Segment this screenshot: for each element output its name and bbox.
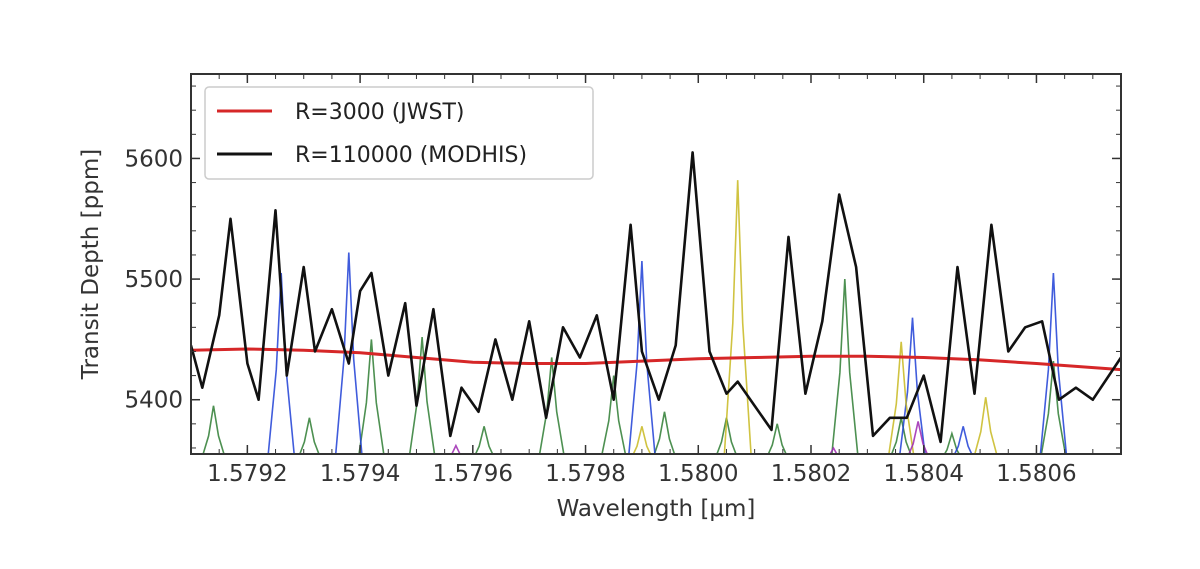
series-line-modhis bbox=[191, 151, 1121, 444]
background-line-peak bbox=[298, 417, 320, 454]
background-line-peak bbox=[538, 357, 565, 454]
background-line-peak bbox=[628, 260, 656, 454]
y-axis: 5400 5500 5600 bbox=[124, 85, 1121, 449]
background-line-peak bbox=[408, 336, 436, 454]
background-line-peak bbox=[767, 423, 787, 454]
background-line-peak bbox=[601, 375, 627, 454]
x-tick-label: 1.5792 bbox=[207, 461, 287, 487]
x-tick-label: 1.5798 bbox=[545, 461, 625, 487]
background-line-peak bbox=[653, 411, 676, 454]
x-tick-label: 1.5796 bbox=[433, 461, 513, 487]
background-line-peak bbox=[953, 426, 973, 454]
series-layer bbox=[191, 151, 1121, 444]
background-line-peak bbox=[974, 397, 998, 454]
legend-label-jwst: R=3000 (JWST) bbox=[295, 100, 465, 125]
background-line-peak bbox=[888, 341, 915, 454]
y-tick-label: 5600 bbox=[124, 146, 183, 172]
x-tick-label: 1.5794 bbox=[320, 461, 400, 487]
y-tick-label: 5500 bbox=[124, 267, 183, 293]
background-line-peak bbox=[943, 430, 961, 454]
background-line-peak bbox=[450, 443, 461, 454]
y-tick-label: 5400 bbox=[124, 388, 183, 414]
y-axis-label: Transit Depth [ppm] bbox=[78, 149, 104, 380]
background-line-peak bbox=[908, 421, 929, 454]
legend-box bbox=[204, 86, 594, 180]
background-line-peak bbox=[829, 446, 838, 454]
x-axis: 1.5792 1.5794 1.5796 1.5798 1.5800 1.5802 1.58… bbox=[190, 74, 1122, 487]
plot-frame bbox=[190, 73, 1122, 455]
x-tick-label: 1.5802 bbox=[771, 461, 851, 487]
background-line-peak bbox=[202, 405, 225, 454]
legend: R=3000 (JWST) R=110000 (MODHIS) bbox=[204, 86, 594, 180]
background-line-peak bbox=[723, 180, 752, 454]
background-line-peak bbox=[358, 339, 385, 454]
background-line-peak bbox=[267, 272, 295, 454]
background-line-peak bbox=[831, 279, 859, 454]
x-tick-label: 1.5804 bbox=[883, 461, 963, 487]
background-line-peak bbox=[632, 426, 652, 454]
background-spectral-lines bbox=[202, 180, 1068, 454]
background-line-peak bbox=[474, 426, 494, 454]
x-axis-label: Wavelength [μm] bbox=[557, 496, 756, 522]
background-line-peak bbox=[1039, 272, 1068, 454]
background-line-peak bbox=[334, 252, 363, 454]
x-tick-label: 1.5800 bbox=[658, 461, 738, 487]
legend-label-modhis: R=110000 (MODHIS) bbox=[295, 143, 527, 168]
background-line-peak bbox=[1040, 361, 1067, 454]
series-line-jwst bbox=[191, 347, 1121, 372]
x-tick-label: 1.5806 bbox=[996, 461, 1076, 487]
